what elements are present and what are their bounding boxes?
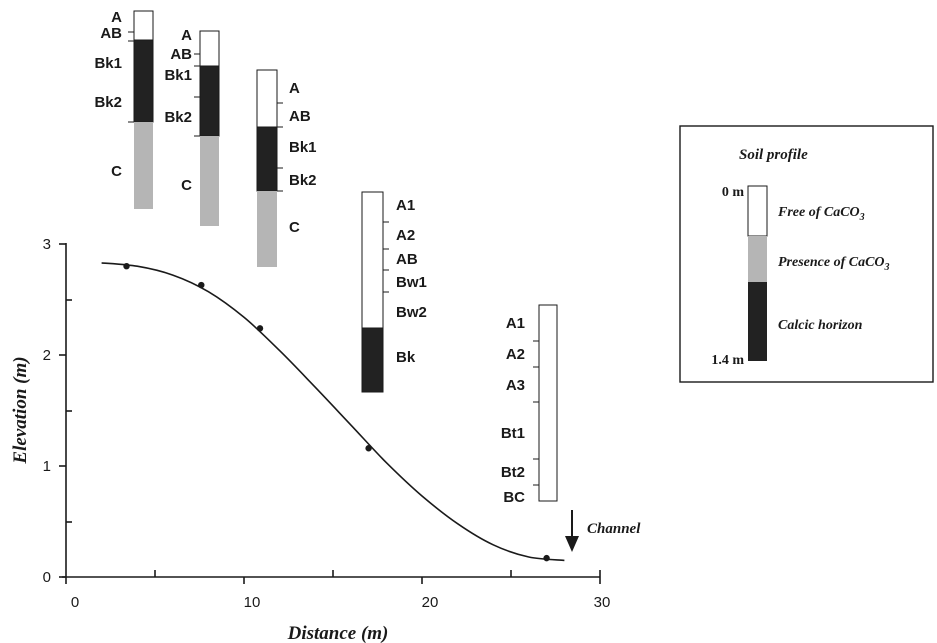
profile-1-horizon-label: Bk1 bbox=[94, 55, 122, 72]
profile-location-point-3 bbox=[256, 325, 264, 332]
channel-arrow-icon bbox=[565, 536, 579, 552]
profile-5-horizon-label: BC bbox=[503, 489, 525, 506]
profile-4-horizon-label: AB bbox=[396, 251, 418, 268]
x-tick-label-30: 30 bbox=[594, 594, 611, 611]
profile-5-horizon-label: Bt1 bbox=[501, 425, 525, 442]
profile-3-horizon-label: C bbox=[289, 219, 300, 236]
profile-1-presence-layer bbox=[134, 122, 153, 209]
legend-item-calcic: Calcic horizon bbox=[778, 318, 863, 333]
profile-1-horizon-label: C bbox=[111, 163, 122, 180]
profile-1-horizon-label: AB bbox=[100, 25, 122, 42]
profile-3-free-layer bbox=[256, 69, 278, 128]
profile-5-horizon-label: A3 bbox=[506, 377, 525, 394]
profile-2-horizon-label: Bk1 bbox=[164, 67, 192, 84]
legend-item-presence: Presence of CaCO3 bbox=[778, 255, 890, 273]
soil-profile-4: A1 A2 AB Bw1 Bw2 Bk bbox=[361, 191, 427, 393]
y-tick-label-2: 2 bbox=[43, 347, 51, 364]
profile-3-horizon-label: A bbox=[289, 80, 300, 97]
profile-2-horizon-label: AB bbox=[170, 46, 192, 63]
profile-1-horizon-label: A bbox=[111, 9, 122, 26]
slope-curve-line bbox=[101, 262, 565, 562]
y-tick-label-3: 3 bbox=[43, 236, 51, 253]
profile-4-horizon-label: A1 bbox=[396, 197, 415, 214]
x-tick-label-20: 20 bbox=[422, 594, 439, 611]
profile-location-point-4 bbox=[365, 445, 372, 452]
profile-2-horizon-label: Bk2 bbox=[164, 109, 192, 126]
legend-depth-bottom: 1.4 m bbox=[711, 353, 744, 368]
profile-3-horizon-label: Bk2 bbox=[289, 172, 317, 189]
legend-swatch-presence bbox=[748, 236, 767, 282]
legend-box bbox=[679, 125, 934, 383]
profile-3-presence-layer bbox=[257, 191, 277, 267]
y-axis-label: Elevation (m) bbox=[10, 356, 31, 464]
legend-swatch-free bbox=[747, 185, 768, 237]
channel-label: Channel bbox=[587, 521, 641, 537]
plot-axes: 0 10 20 30 0 1 2 3 Distance (m) Elevatio… bbox=[10, 236, 610, 643]
profile-5-horizon-label: Bt2 bbox=[501, 464, 525, 481]
legend-item-free: Free of CaCO3 bbox=[777, 205, 865, 223]
soil-profile-1: A AB Bk1 Bk2 C bbox=[94, 9, 154, 209]
profile-4-horizon-label: Bw2 bbox=[396, 304, 427, 321]
profile-2-horizon-label: A bbox=[181, 27, 192, 44]
x-tick-label-10: 10 bbox=[244, 594, 261, 611]
legend-swatch-calcic bbox=[748, 282, 767, 361]
profile-2-presence-layer bbox=[200, 136, 219, 226]
profile-1-calcic-layer bbox=[133, 39, 154, 123]
profile-1-horizon-label: Bk2 bbox=[94, 94, 122, 111]
profile-5-horizon-label: A2 bbox=[506, 346, 525, 363]
slope-curve-layer bbox=[101, 262, 565, 562]
y-tick-label-1: 1 bbox=[43, 458, 51, 475]
profile-4-horizon-label: Bk bbox=[396, 349, 416, 366]
profile-location-point-2 bbox=[198, 281, 205, 289]
legend: Soil profile 0 m 1.4 m Free of CaCO3 Pre… bbox=[679, 125, 934, 383]
soil-profile-3: A AB Bk1 Bk2 C bbox=[256, 69, 317, 267]
profile-location-point-1 bbox=[123, 263, 130, 270]
legend-title: Soil profile bbox=[739, 147, 808, 163]
profile-4-calcic-layer bbox=[361, 327, 384, 393]
profile-2-calcic-layer bbox=[199, 65, 220, 137]
soil-profile-2: A AB Bk1 Bk2 C bbox=[164, 27, 220, 226]
x-axis-label: Distance (m) bbox=[287, 623, 389, 643]
profile-3-horizon-label: Bk1 bbox=[289, 139, 317, 156]
soil-profile-5: A1 A2 A3 Bt1 Bt2 BC bbox=[501, 304, 558, 506]
profile-location-point-5 bbox=[543, 554, 550, 562]
profile-4-horizon-label: A2 bbox=[396, 227, 415, 244]
profile-3-calcic-layer bbox=[256, 126, 278, 192]
profile-5-horizon-label: A1 bbox=[506, 315, 525, 332]
profile-3-horizon-label: AB bbox=[289, 108, 311, 125]
legend-depth-top: 0 m bbox=[722, 185, 745, 200]
x-tick-label-0: 0 bbox=[71, 594, 79, 611]
y-tick-label-0: 0 bbox=[43, 569, 51, 586]
profile-2-horizon-label: C bbox=[181, 177, 192, 194]
profile-4-horizon-label: Bw1 bbox=[396, 274, 427, 291]
profile-1-free-layer bbox=[133, 10, 154, 41]
channel-annotation: Channel bbox=[565, 510, 641, 552]
profile-4-free-layer bbox=[361, 191, 384, 329]
profile-2-free-layer bbox=[199, 30, 220, 67]
profile-5-free-layer bbox=[538, 304, 558, 502]
